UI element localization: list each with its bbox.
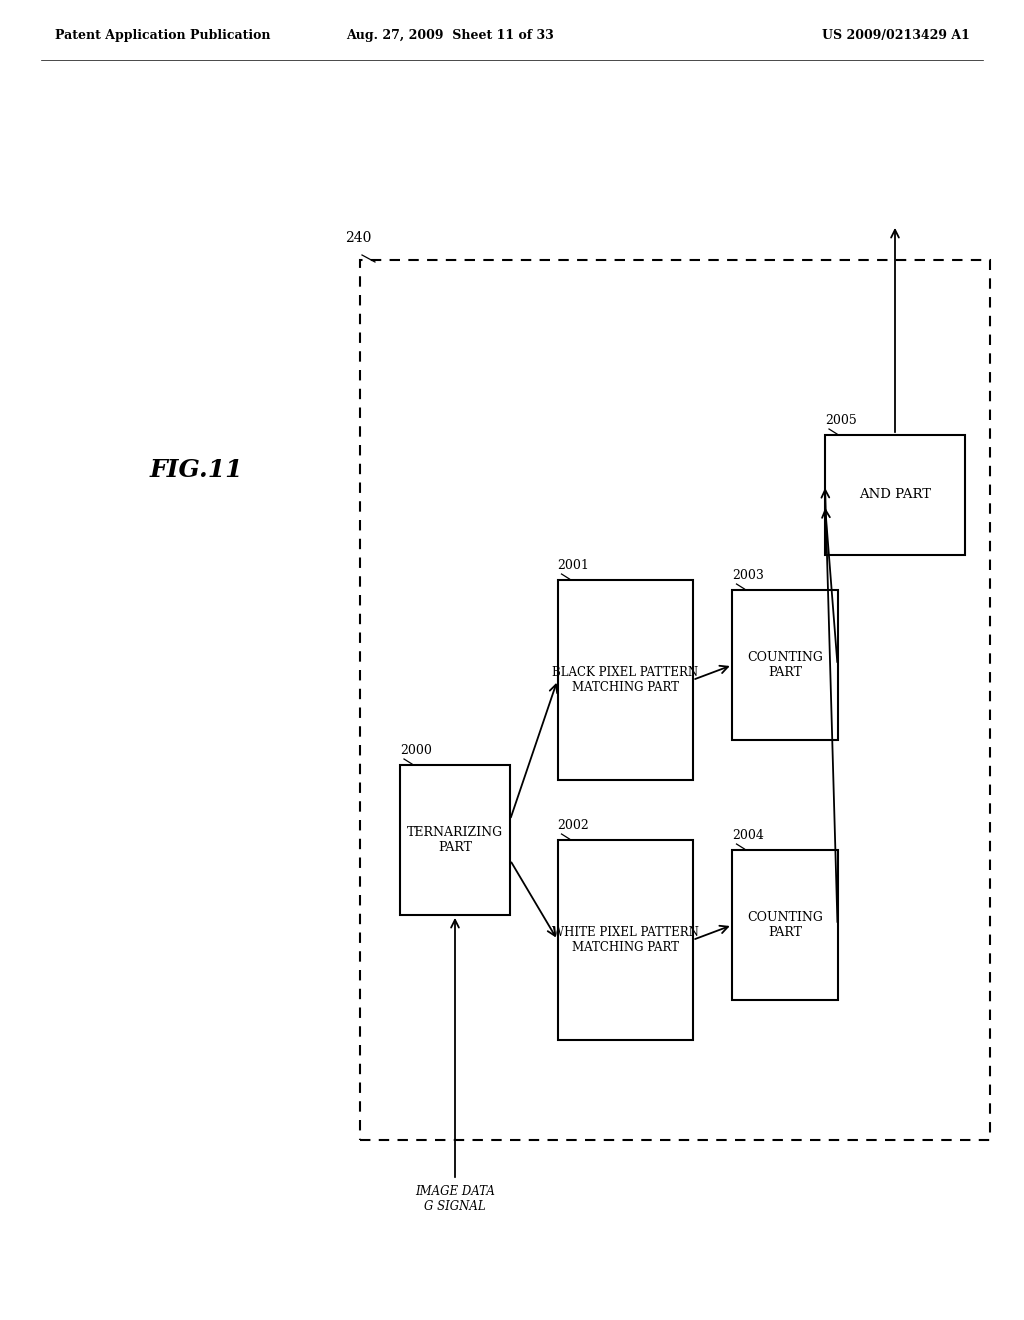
Text: 240: 240 [345,231,372,246]
Bar [557,579,692,780]
Text: Aug. 27, 2009  Sheet 11 of 33: Aug. 27, 2009 Sheet 11 of 33 [346,29,554,41]
Text: 2000: 2000 [400,744,432,756]
Bar [400,766,510,915]
Text: 2003: 2003 [732,569,764,582]
Text: COUNTING
PART: COUNTING PART [748,911,823,939]
Text: TERNARIZING
PART: TERNARIZING PART [407,826,503,854]
Text: WHITE PIXEL PATTERN
MATCHING PART: WHITE PIXEL PATTERN MATCHING PART [552,927,698,954]
Bar [557,840,692,1040]
Bar [825,436,965,554]
Bar [732,850,838,1001]
Text: 2002: 2002 [557,818,589,832]
Text: 2005: 2005 [825,414,857,426]
Text: 2001: 2001 [557,558,590,572]
Text: Patent Application Publication: Patent Application Publication [55,29,270,41]
Bar [360,260,990,1140]
Text: COUNTING
PART: COUNTING PART [748,651,823,678]
Text: BLACK PIXEL PATTERN
MATCHING PART: BLACK PIXEL PATTERN MATCHING PART [552,667,698,694]
Text: IMAGE DATA
G SIGNAL: IMAGE DATA G SIGNAL [415,1185,495,1213]
Text: 2004: 2004 [732,829,764,842]
Text: US 2009/0213429 A1: US 2009/0213429 A1 [822,29,970,41]
Bar [732,590,838,741]
Text: FIG.11: FIG.11 [150,458,244,482]
Text: AND PART: AND PART [859,488,931,502]
